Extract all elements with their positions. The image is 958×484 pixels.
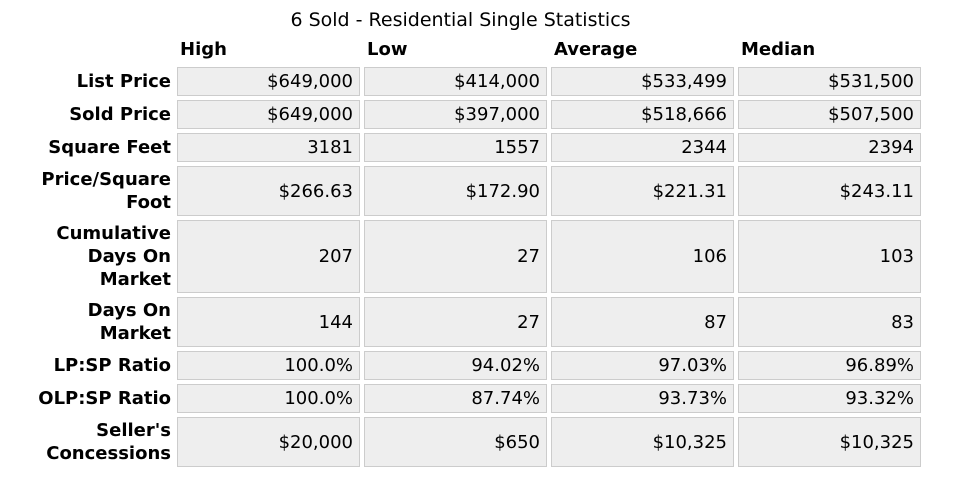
column-header-low: Low <box>367 39 408 60</box>
cell-lp-sp-ratio-low: 94.02% <box>364 351 547 380</box>
cell-price-per-square-foot-median: $243.11 <box>738 166 921 216</box>
row-label-lp-sp-ratio: LP:SP Ratio <box>53 355 171 376</box>
header-spacer <box>0 38 173 62</box>
row-label-sold-price: Sold Price <box>69 104 171 125</box>
cell-olp-sp-ratio-low: 87.74% <box>364 384 547 413</box>
cell-olp-sp-ratio-high: 100.0% <box>177 384 360 413</box>
cell-square-feet-median: 2394 <box>738 133 921 162</box>
column-header-high: High <box>180 39 227 60</box>
row-label-list-price: List Price <box>76 71 171 92</box>
cell-square-feet-average: 2344 <box>551 133 734 162</box>
cell-list-price-high: $649,000 <box>177 67 360 96</box>
cell-cumulative-days-on-market-average: 106 <box>551 220 734 293</box>
cell-lp-sp-ratio-average: 97.03% <box>551 351 734 380</box>
cell-sold-price-median: $507,500 <box>738 100 921 129</box>
cell-days-on-market-high: 144 <box>177 297 360 347</box>
cell-square-feet-high: 3181 <box>177 133 360 162</box>
cell-days-on-market-median: 83 <box>738 297 921 347</box>
cell-sellers-concessions-low: $650 <box>364 417 547 467</box>
cell-sellers-concessions-high: $20,000 <box>177 417 360 467</box>
cell-sellers-concessions-median: $10,325 <box>738 417 921 467</box>
cell-lp-sp-ratio-median: 96.89% <box>738 351 921 380</box>
column-header-average: Average <box>554 39 638 60</box>
cell-sold-price-low: $397,000 <box>364 100 547 129</box>
cell-list-price-median: $531,500 <box>738 67 921 96</box>
cell-sellers-concessions-average: $10,325 <box>551 417 734 467</box>
cell-lp-sp-ratio-high: 100.0% <box>177 351 360 380</box>
cell-cumulative-days-on-market-high: 207 <box>177 220 360 293</box>
cell-list-price-low: $414,000 <box>364 67 547 96</box>
row-label-cumulative-days-on-market: Cumulative Days On Market <box>56 223 171 290</box>
row-label-olp-sp-ratio: OLP:SP Ratio <box>38 388 171 409</box>
cell-sold-price-average: $518,666 <box>551 100 734 129</box>
statistics-report: 6 Sold - Residential Single Statistics H… <box>0 9 921 467</box>
cell-olp-sp-ratio-median: 93.32% <box>738 384 921 413</box>
cell-price-per-square-foot-high: $266.63 <box>177 166 360 216</box>
row-label-sellers-concessions: Seller's Concessions <box>46 420 171 464</box>
report-title: 6 Sold - Residential Single Statistics <box>290 9 631 31</box>
table-header-row: High Low Average Median <box>0 38 921 62</box>
cell-square-feet-low: 1557 <box>364 133 547 162</box>
row-label-days-on-market: Days On Market <box>87 300 171 344</box>
row-label-square-feet: Square Feet <box>48 137 171 158</box>
cell-days-on-market-average: 87 <box>551 297 734 347</box>
column-header-median: Median <box>741 39 816 60</box>
cell-price-per-square-foot-low: $172.90 <box>364 166 547 216</box>
row-label-price-per-square-foot: Price/Square Foot <box>41 169 171 213</box>
cell-cumulative-days-on-market-low: 27 <box>364 220 547 293</box>
cell-cumulative-days-on-market-median: 103 <box>738 220 921 293</box>
cell-olp-sp-ratio-average: 93.73% <box>551 384 734 413</box>
cell-price-per-square-foot-average: $221.31 <box>551 166 734 216</box>
statistics-table: List Price $649,000 $414,000 $533,499 $5… <box>0 67 921 467</box>
cell-sold-price-high: $649,000 <box>177 100 360 129</box>
cell-list-price-average: $533,499 <box>551 67 734 96</box>
cell-days-on-market-low: 27 <box>364 297 547 347</box>
